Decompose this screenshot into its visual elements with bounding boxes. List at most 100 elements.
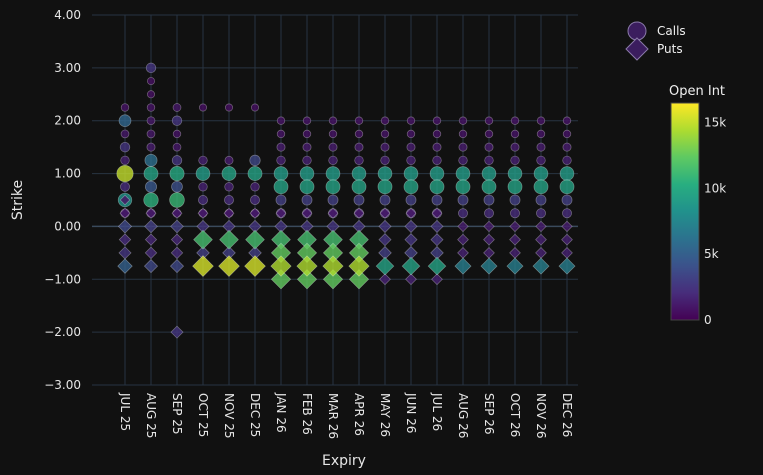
put-marker[interactable]: [405, 273, 417, 286]
call-marker[interactable]: [484, 129, 494, 139]
call-marker[interactable]: [276, 155, 286, 166]
call-marker[interactable]: [380, 142, 390, 152]
call-marker[interactable]: [536, 129, 546, 139]
call-marker[interactable]: [249, 154, 261, 166]
put-marker[interactable]: [117, 219, 133, 234]
call-marker[interactable]: [507, 166, 523, 181]
call-marker[interactable]: [533, 179, 549, 195]
put-marker[interactable]: [427, 256, 447, 276]
call-marker[interactable]: [224, 182, 234, 192]
put-marker[interactable]: [327, 207, 339, 219]
call-marker[interactable]: [351, 179, 367, 195]
call-marker[interactable]: [276, 116, 286, 125]
call-marker[interactable]: [143, 166, 159, 181]
call-marker[interactable]: [510, 116, 520, 125]
call-marker[interactable]: [224, 195, 234, 205]
call-marker[interactable]: [327, 194, 339, 206]
call-marker[interactable]: [406, 142, 416, 152]
call-marker[interactable]: [251, 103, 259, 112]
call-marker[interactable]: [405, 194, 417, 206]
call-marker[interactable]: [533, 166, 549, 181]
put-marker[interactable]: [509, 246, 521, 259]
call-marker[interactable]: [120, 155, 130, 166]
call-marker[interactable]: [195, 166, 211, 181]
put-marker[interactable]: [249, 207, 261, 219]
legend-item-calls[interactable]: Calls: [627, 21, 686, 41]
call-marker[interactable]: [146, 142, 156, 152]
put-marker[interactable]: [509, 220, 521, 233]
put-marker[interactable]: [457, 220, 469, 233]
call-marker[interactable]: [354, 142, 364, 152]
put-marker[interactable]: [401, 256, 421, 276]
call-marker[interactable]: [145, 62, 157, 74]
call-marker[interactable]: [561, 194, 573, 206]
put-marker[interactable]: [348, 269, 370, 290]
put-marker[interactable]: [378, 233, 392, 247]
call-marker[interactable]: [432, 129, 442, 139]
call-marker[interactable]: [146, 103, 156, 112]
call-marker[interactable]: [225, 103, 233, 112]
call-marker[interactable]: [172, 142, 182, 152]
call-marker[interactable]: [198, 182, 208, 192]
put-marker[interactable]: [532, 257, 550, 275]
call-marker[interactable]: [145, 180, 157, 193]
call-marker[interactable]: [302, 116, 312, 125]
call-marker[interactable]: [325, 166, 341, 181]
put-marker[interactable]: [144, 246, 158, 260]
call-marker[interactable]: [147, 77, 155, 86]
call-marker[interactable]: [146, 116, 156, 126]
put-marker[interactable]: [322, 269, 344, 290]
call-marker[interactable]: [172, 103, 182, 112]
put-marker[interactable]: [480, 257, 498, 275]
put-marker[interactable]: [197, 207, 209, 219]
call-marker[interactable]: [562, 208, 572, 219]
call-marker[interactable]: [484, 116, 494, 125]
call-marker[interactable]: [172, 129, 182, 139]
put-marker[interactable]: [144, 233, 158, 246]
call-marker[interactable]: [354, 155, 364, 166]
call-marker[interactable]: [481, 179, 497, 195]
call-marker[interactable]: [325, 179, 341, 195]
call-marker[interactable]: [380, 155, 390, 166]
call-marker[interactable]: [299, 179, 315, 195]
call-marker[interactable]: [559, 166, 575, 181]
call-marker[interactable]: [379, 194, 391, 206]
call-marker[interactable]: [562, 116, 572, 125]
call-marker[interactable]: [275, 194, 287, 206]
put-marker[interactable]: [223, 207, 235, 219]
call-marker[interactable]: [144, 153, 158, 167]
put-marker[interactable]: [375, 256, 395, 276]
put-marker[interactable]: [192, 255, 214, 277]
call-marker[interactable]: [483, 194, 495, 206]
call-marker[interactable]: [535, 194, 547, 206]
call-marker[interactable]: [250, 182, 260, 192]
put-marker[interactable]: [404, 233, 418, 247]
put-marker[interactable]: [558, 257, 576, 275]
call-marker[interactable]: [143, 192, 159, 208]
call-marker[interactable]: [481, 166, 497, 181]
put-marker[interactable]: [296, 269, 318, 290]
call-marker[interactable]: [351, 166, 367, 181]
call-marker[interactable]: [171, 115, 183, 126]
put-marker[interactable]: [509, 233, 521, 246]
call-marker[interactable]: [273, 179, 289, 195]
call-marker[interactable]: [484, 155, 494, 166]
call-marker[interactable]: [328, 129, 338, 139]
call-marker[interactable]: [403, 166, 419, 181]
call-marker[interactable]: [406, 155, 416, 166]
put-marker[interactable]: [270, 255, 292, 277]
put-marker[interactable]: [561, 220, 573, 233]
call-marker[interactable]: [120, 103, 130, 112]
call-marker[interactable]: [510, 142, 520, 152]
put-marker[interactable]: [379, 273, 391, 286]
call-marker[interactable]: [276, 142, 286, 152]
call-marker[interactable]: [432, 116, 442, 125]
put-marker[interactable]: [118, 246, 132, 260]
call-marker[interactable]: [484, 142, 494, 152]
put-marker[interactable]: [535, 246, 547, 259]
put-marker[interactable]: [218, 255, 240, 277]
call-marker[interactable]: [455, 179, 471, 195]
call-marker[interactable]: [147, 90, 155, 99]
call-marker[interactable]: [510, 129, 520, 139]
call-marker[interactable]: [120, 129, 130, 139]
